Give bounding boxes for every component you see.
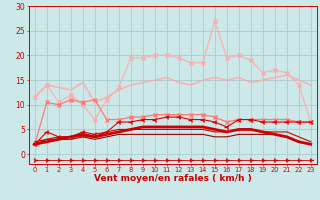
X-axis label: Vent moyen/en rafales ( km/h ): Vent moyen/en rafales ( km/h )	[94, 174, 252, 183]
